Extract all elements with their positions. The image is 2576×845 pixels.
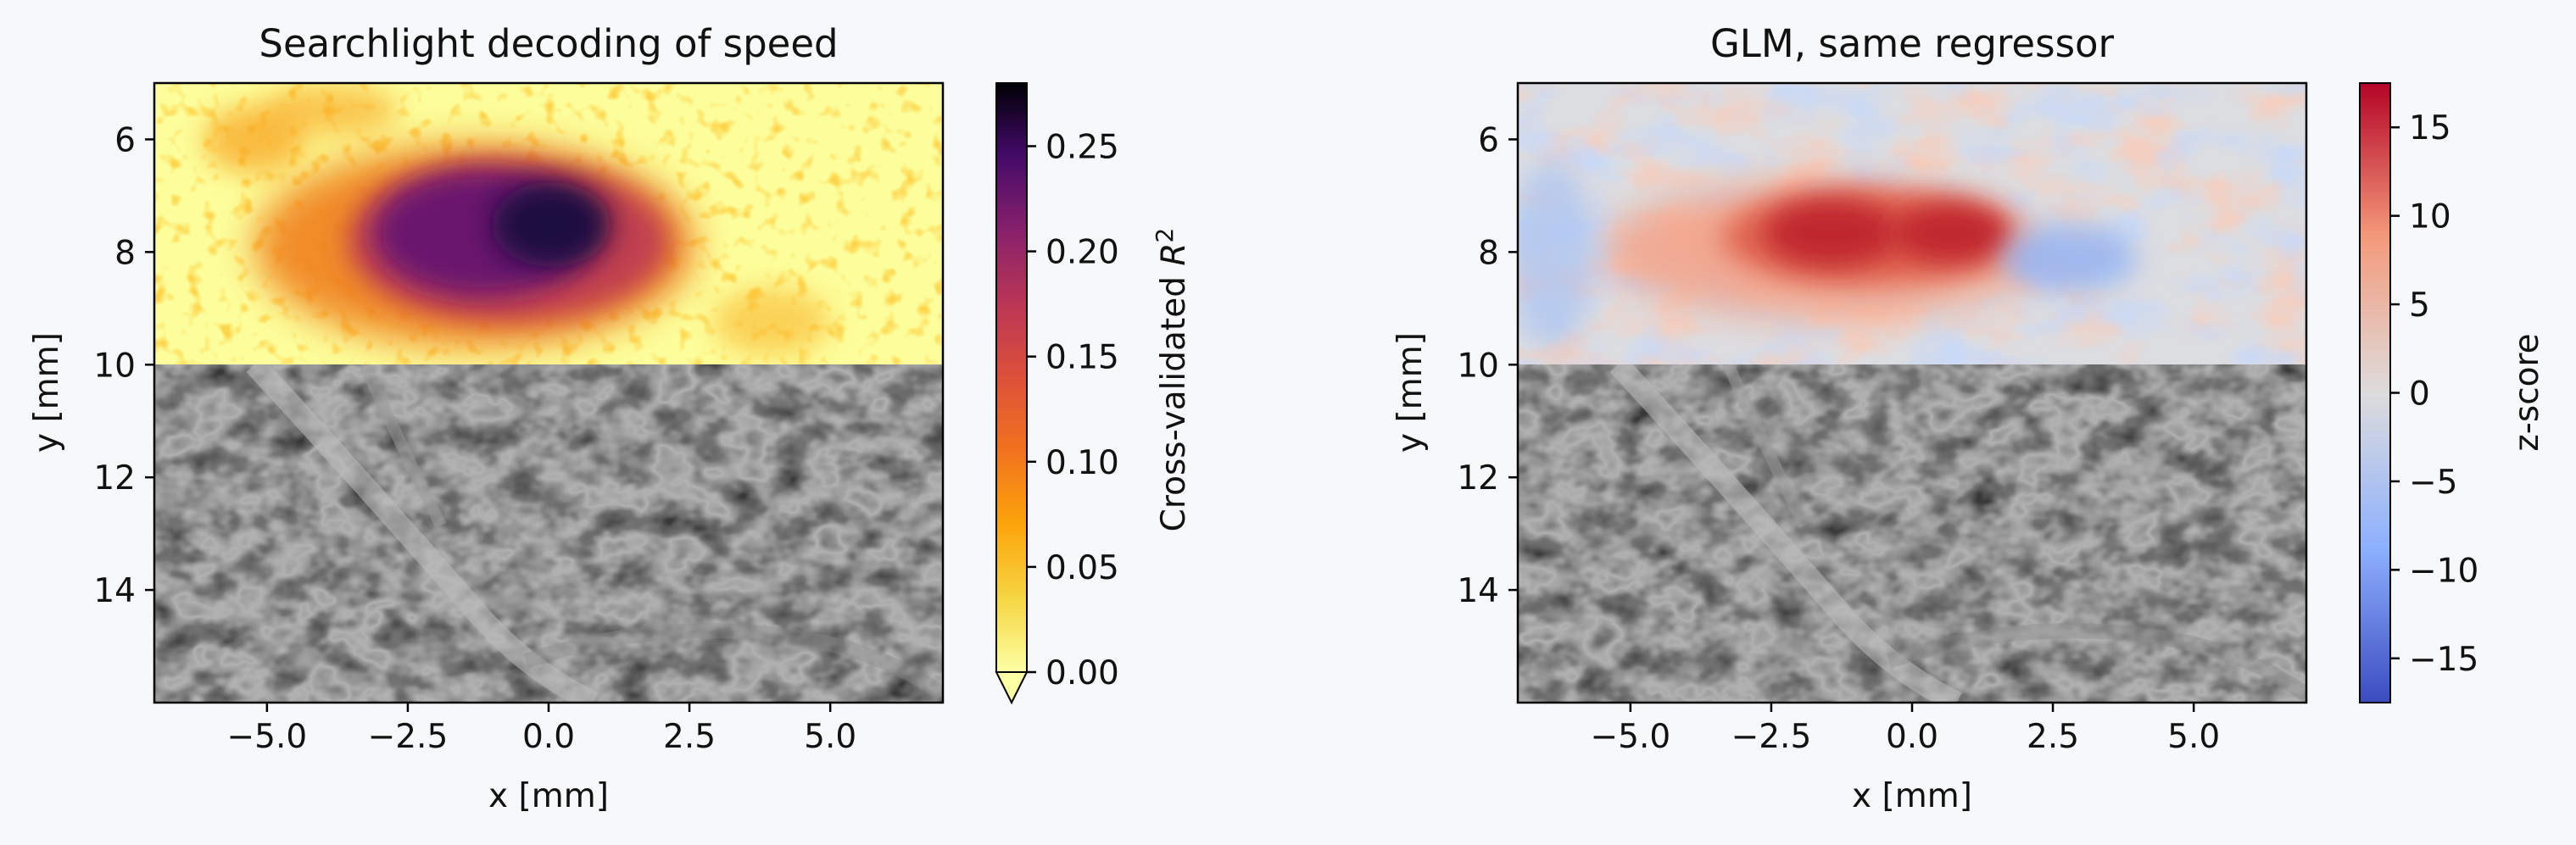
y-axis-label: y [mm] <box>1391 332 1430 453</box>
chart-title: Searchlight decoding of speed <box>259 21 838 66</box>
y-tick-label: 14 <box>93 572 136 610</box>
y-tick-label: 12 <box>93 459 136 498</box>
y-tick-label: 10 <box>1457 347 1499 385</box>
panel-decoding: Searchlight decoding of speed <box>28 21 1193 815</box>
colorbar-tick-label: 0.20 <box>1045 234 1119 272</box>
y-axis-label: y [mm] <box>28 332 66 453</box>
x-tick-label: 0.0 <box>1886 718 1938 756</box>
y-tick-label: 14 <box>1457 572 1499 610</box>
x-tick-label: 0.0 <box>522 718 575 756</box>
colorbar-tick-label: 0.25 <box>1045 128 1119 166</box>
r2-overlay <box>154 83 943 364</box>
y-tick-label: 6 <box>114 121 136 159</box>
x-tick-label: 5.0 <box>804 718 856 756</box>
colorbar-label: z-score <box>2508 333 2546 451</box>
colorbar-r2: 0.00 0.05 0.10 0.15 0.20 0.25 Cross-validated… <box>995 82 1193 705</box>
x-tick-label: 2.5 <box>2027 718 2079 756</box>
zscore-overlay <box>1518 83 2306 364</box>
y-axis: 6 8 10 12 14 <box>93 121 154 610</box>
chart-title: GLM, same regressor <box>1710 21 2115 66</box>
y-tick-label: 8 <box>114 234 136 272</box>
y-tick-label: 8 <box>1478 234 1499 272</box>
y-tick-label: 10 <box>93 347 136 385</box>
colorbar-tick-label: −15 <box>2409 641 2478 679</box>
x-axis-label: x [mm] <box>488 777 609 815</box>
x-tick-label: −2.5 <box>1731 718 1812 756</box>
x-tick-label: −5.0 <box>1591 718 1671 756</box>
plot-area <box>1518 83 2306 703</box>
colorbar-extend-min <box>995 671 1029 705</box>
colorbar-zscore: −15 −10 −5 0 5 10 15 z-score <box>2359 82 2546 703</box>
colorbar-tick-label: 10 <box>2409 198 2451 236</box>
colorbar-tick-label: 0.10 <box>1045 444 1119 482</box>
x-axis: −5.0 −2.5 0.0 2.5 5.0 <box>227 703 856 756</box>
x-tick-label: −5.0 <box>227 718 308 756</box>
x-tick-label: 2.5 <box>663 718 716 756</box>
colorbar-tick-label: 0.00 <box>1045 654 1119 692</box>
colorbar-tick-label: −10 <box>2409 552 2478 590</box>
panel-glm: GLM, same regressor <box>1391 21 2546 815</box>
y-tick-label: 6 <box>1478 121 1499 159</box>
x-axis-label: x [mm] <box>1852 777 1972 815</box>
x-tick-label: 5.0 <box>2167 718 2220 756</box>
colorbar-tick-label: 5 <box>2409 286 2430 325</box>
colorbar-tick-label: 0 <box>2409 375 2430 414</box>
colorbar-tick-label: 0.15 <box>1045 339 1119 377</box>
colorbar-label: Cross-validated R2 <box>1151 228 1193 532</box>
plot-area <box>154 83 943 703</box>
y-axis: 6 8 10 12 14 <box>1457 121 1518 610</box>
colorbar-tick-label: 0.05 <box>1045 549 1119 587</box>
x-axis: −5.0 −2.5 0.0 2.5 5.0 <box>1591 703 2220 756</box>
colorbar-tick-label: −5 <box>2409 464 2458 502</box>
x-tick-label: −2.5 <box>368 718 449 756</box>
y-tick-label: 12 <box>1457 459 1499 498</box>
colorbar-tick-label: 15 <box>2409 109 2451 147</box>
